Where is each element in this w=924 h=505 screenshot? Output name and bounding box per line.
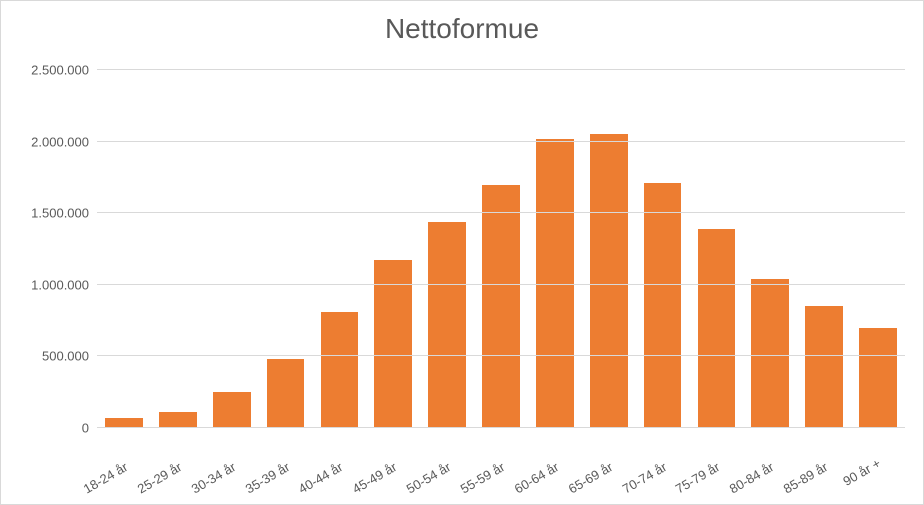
- bar: [644, 183, 682, 428]
- bars-layer: [97, 70, 905, 428]
- bar-slot: [636, 70, 690, 428]
- gridline: [97, 141, 905, 142]
- gridline: [97, 355, 905, 356]
- bar-slot: [582, 70, 636, 428]
- bar-slot: [205, 70, 259, 428]
- bar: [698, 229, 736, 428]
- y-tick-label: 0: [82, 421, 97, 436]
- y-tick-label: 1.000.000: [31, 277, 97, 292]
- bar: [159, 412, 197, 428]
- x-label-slot: 85-89 år: [797, 428, 851, 504]
- chart-container: Nettoformue 0500.0001.000.0001.500.0002.…: [0, 0, 924, 505]
- bar: [374, 260, 412, 428]
- bar-slot: [366, 70, 420, 428]
- bar-slot: [97, 70, 151, 428]
- plot-area: 0500.0001.000.0001.500.0002.000.0002.500…: [97, 69, 905, 428]
- bar-slot: [474, 70, 528, 428]
- bar-slot: [851, 70, 905, 428]
- bar-slot: [151, 70, 205, 428]
- bar: [482, 185, 520, 428]
- bar: [267, 359, 305, 428]
- bar-slot: [259, 70, 313, 428]
- x-tick-label-wrap: 90 år +: [876, 435, 919, 468]
- bar: [428, 222, 466, 428]
- bar-slot: [420, 70, 474, 428]
- bar-slot: [743, 70, 797, 428]
- bar: [751, 279, 789, 428]
- bar: [213, 392, 251, 428]
- y-tick-label: 2.000.000: [31, 134, 97, 149]
- bar-slot: [312, 70, 366, 428]
- gridline: [97, 69, 905, 70]
- chart-title: Nettoformue: [1, 13, 923, 45]
- bar: [805, 306, 843, 428]
- x-tick-label: 18-24 år: [81, 459, 130, 496]
- bar-slot: [528, 70, 582, 428]
- bar: [321, 312, 359, 428]
- gridline: [97, 284, 905, 285]
- x-label-slot: 90 år +: [851, 428, 905, 504]
- y-tick-label: 500.000: [42, 349, 97, 364]
- bar: [859, 328, 897, 428]
- y-tick-label: 2.500.000: [31, 63, 97, 78]
- gridline: [97, 212, 905, 213]
- bar-slot: [797, 70, 851, 428]
- x-axis-labels: 18-24 år25-29 år30-34 år35-39 år40-44 år…: [97, 428, 905, 504]
- y-tick-label: 1.500.000: [31, 206, 97, 221]
- bar: [590, 134, 628, 428]
- bar-slot: [689, 70, 743, 428]
